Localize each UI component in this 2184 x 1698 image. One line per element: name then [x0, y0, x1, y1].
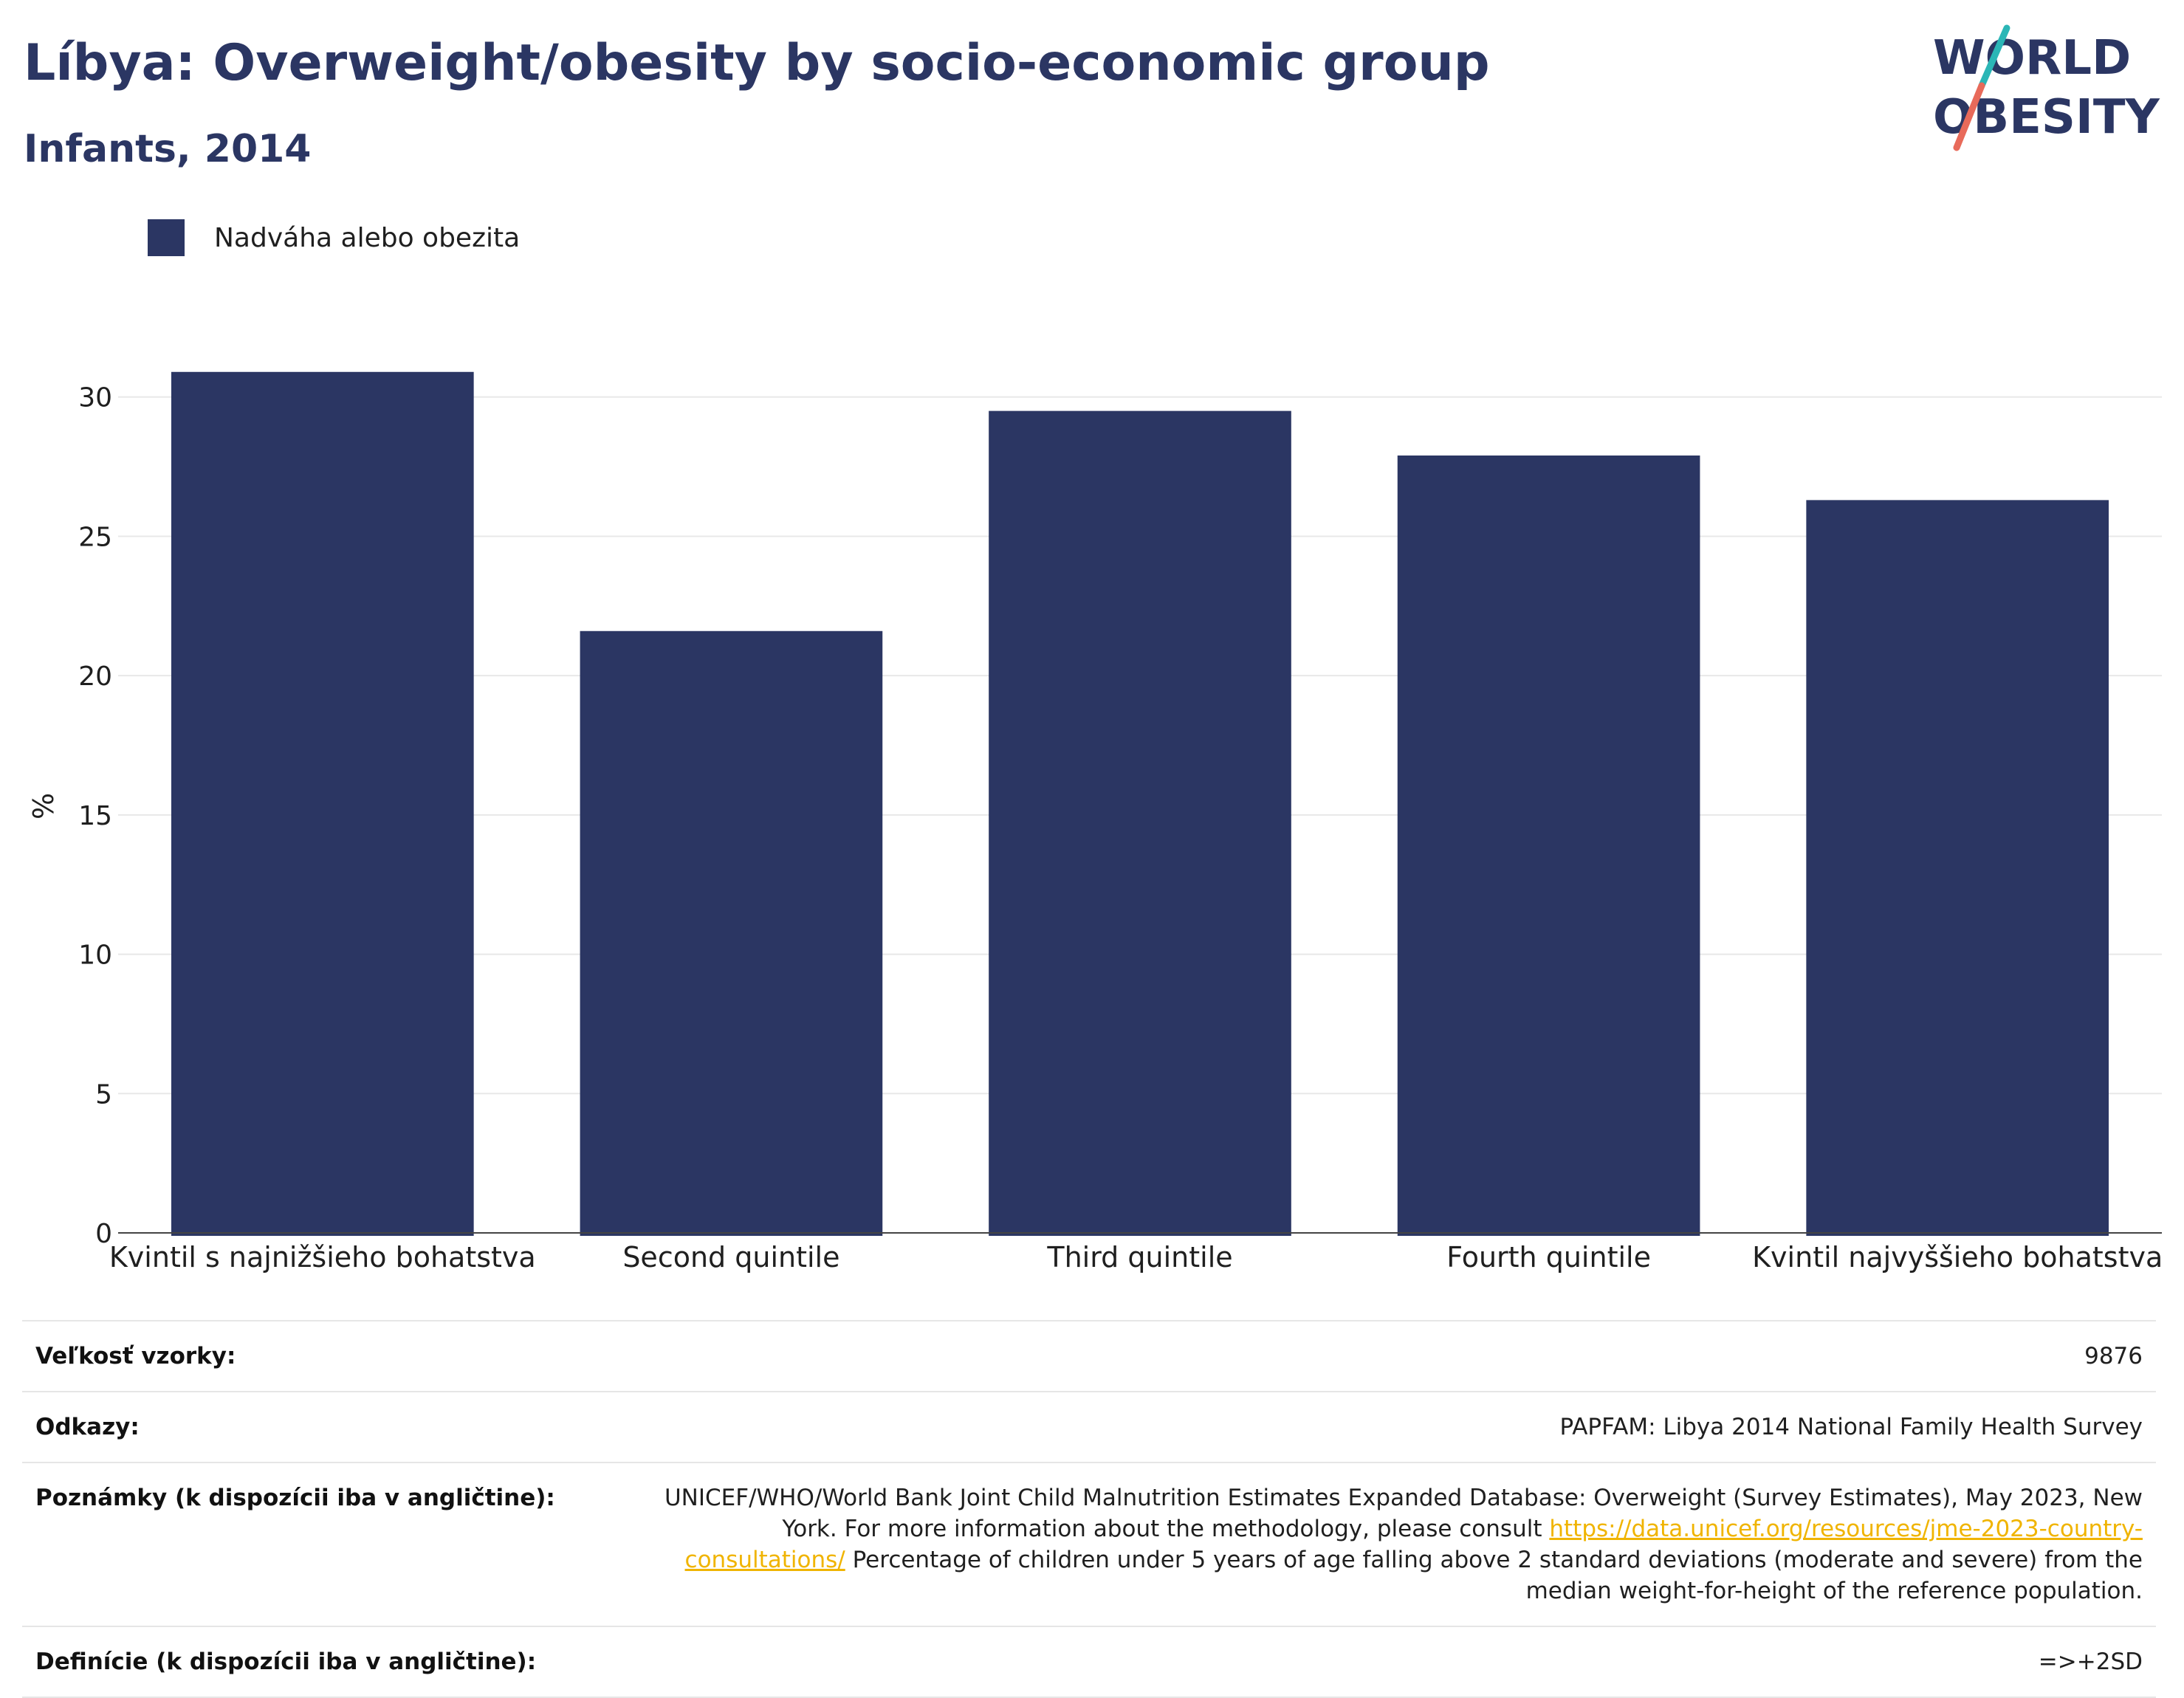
y-tick-label: 15 [78, 801, 112, 831]
x-category-label: Kvintil najvyššieho bohatstva [1752, 1241, 2163, 1274]
references-label: Odkazy: [22, 1391, 610, 1462]
notes-text-before: UNICEF/WHO/World Bank Joint Child Malnut… [664, 1485, 2143, 1542]
y-tick-label: 30 [78, 383, 112, 413]
notes-value: UNICEF/WHO/World Bank Joint Child Malnut… [610, 1462, 2156, 1626]
info-row-definitions: Definície (k dispozícii iba v angličtine… [22, 1626, 2156, 1698]
bar-chart: 0 5 10 15 20 25 30 Kvintil s najnižšieho bohat… [27, 371, 2163, 1274]
sample-size-label: Veľkosť vzorky: [22, 1320, 610, 1392]
notes-label: Poznámky (k dispozícii iba v angličtine)… [22, 1462, 610, 1626]
sample-size-value: 9876 [610, 1320, 2156, 1392]
legend: Nadváha alebo obezita [148, 219, 520, 257]
y-tick-label: 25 [78, 522, 112, 552]
x-categories-layer: Kvintil s najnižšieho bohatstva Second qu… [109, 1241, 2163, 1274]
bar [989, 410, 1291, 1236]
logo-slash-teal [1978, 24, 2010, 89]
definitions-label: Definície (k dispozícii iba v angličtine… [22, 1626, 610, 1698]
chart-subtitle: Infants, 2014 [24, 127, 312, 171]
info-row-sample-size: Veľkosť vzorky: 9876 [22, 1320, 2156, 1392]
y-ticks-layer: 0 5 10 15 20 25 30 [78, 383, 112, 1249]
x-category-label: Fourth quintile [1446, 1241, 1651, 1274]
info-row-notes: Poznámky (k dispozícii iba v angličtine)… [22, 1462, 2156, 1626]
x-category-label: Second quintile [622, 1241, 839, 1274]
x-category-label: Third quintile [1046, 1241, 1232, 1274]
bar [171, 371, 474, 1237]
y-tick-label: 0 [95, 1219, 112, 1249]
notes-link[interactable]: https://data.unicef.org/resources/jme-20… [684, 1516, 2143, 1573]
bars-layer [118, 371, 2162, 1237]
info-row-references: Odkazy: PAPFAM: Libya 2014 National Fami… [22, 1391, 2156, 1462]
notes-text-after: Percentage of children under 5 years of … [845, 1547, 2143, 1604]
y-tick-label: 10 [78, 941, 112, 971]
world-obesity-logo: WORLD OBESITY [1933, 24, 2160, 151]
bar [580, 630, 883, 1236]
logo-slash-coral [1953, 82, 1985, 151]
logo-line-1: WORLD [1933, 31, 2131, 86]
references-value: PAPFAM: Libya 2014 National Family Healt… [610, 1391, 2156, 1462]
bar [1397, 456, 1700, 1236]
y-axis-title: % [27, 793, 60, 819]
y-tick-label: 20 [78, 661, 112, 692]
legend-label: Nadváha alebo obezita [214, 222, 521, 253]
chart-title: Líbya: Overweight/obesity by socio-econo… [24, 34, 1490, 92]
y-tick-label: 5 [95, 1079, 112, 1110]
definitions-value: =>+2SD [610, 1626, 2156, 1698]
info-table: Veľkosť vzorky: 9876 Odkazy: PAPFAM: Lib… [22, 1320, 2156, 1698]
x-category-label: Kvintil s najnižšieho bohatstva [109, 1241, 536, 1274]
legend-swatch [148, 219, 185, 256]
bar [1806, 500, 2109, 1236]
